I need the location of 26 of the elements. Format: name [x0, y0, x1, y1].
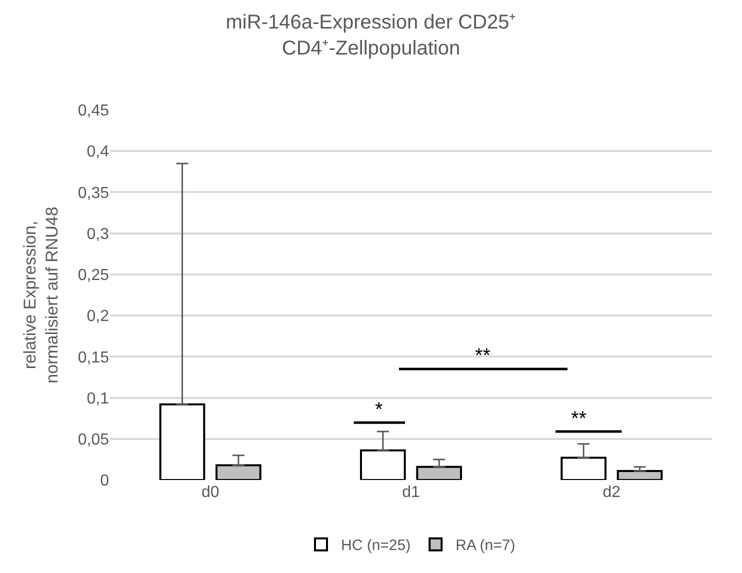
x-tick-label: d0 [201, 484, 220, 501]
annotation: * [375, 399, 383, 421]
legend-label: RA (n=7) [456, 537, 516, 554]
bar [560, 456, 606, 480]
bar [216, 464, 262, 480]
y-tick-label: 0,2 [86, 308, 110, 326]
y-tick-label: 0,15 [78, 349, 110, 366]
y-axis-title: relative Expression, normalisiert auf RNU48 [20, 206, 62, 384]
x-tick-label: d1 [402, 484, 420, 501]
y-tick-label: 0,35 [78, 184, 110, 202]
y-tick-label: 0 [100, 472, 110, 490]
y-tick-label: 0,1 [86, 390, 110, 408]
legend-label: HC (n=25) [341, 537, 411, 554]
bar [616, 470, 663, 480]
annotation: ** [475, 345, 491, 367]
y-tick-label: 0,25 [78, 267, 110, 284]
x-tick-label: d2 [602, 484, 621, 501]
y-tick-label: 0,3 [86, 226, 110, 243]
annotation: ** [571, 408, 587, 430]
bar [360, 449, 406, 480]
y-tick-label: 0,05 [78, 431, 110, 448]
y-tick-label: 0,4 [86, 144, 110, 161]
bar [159, 403, 206, 480]
bar [416, 466, 462, 480]
y-tick-label: 0,45 [78, 102, 110, 120]
chart-title: miR-146a-Expression der CD25⁺ CD4⁺-Zellpopulation [226, 12, 516, 60]
